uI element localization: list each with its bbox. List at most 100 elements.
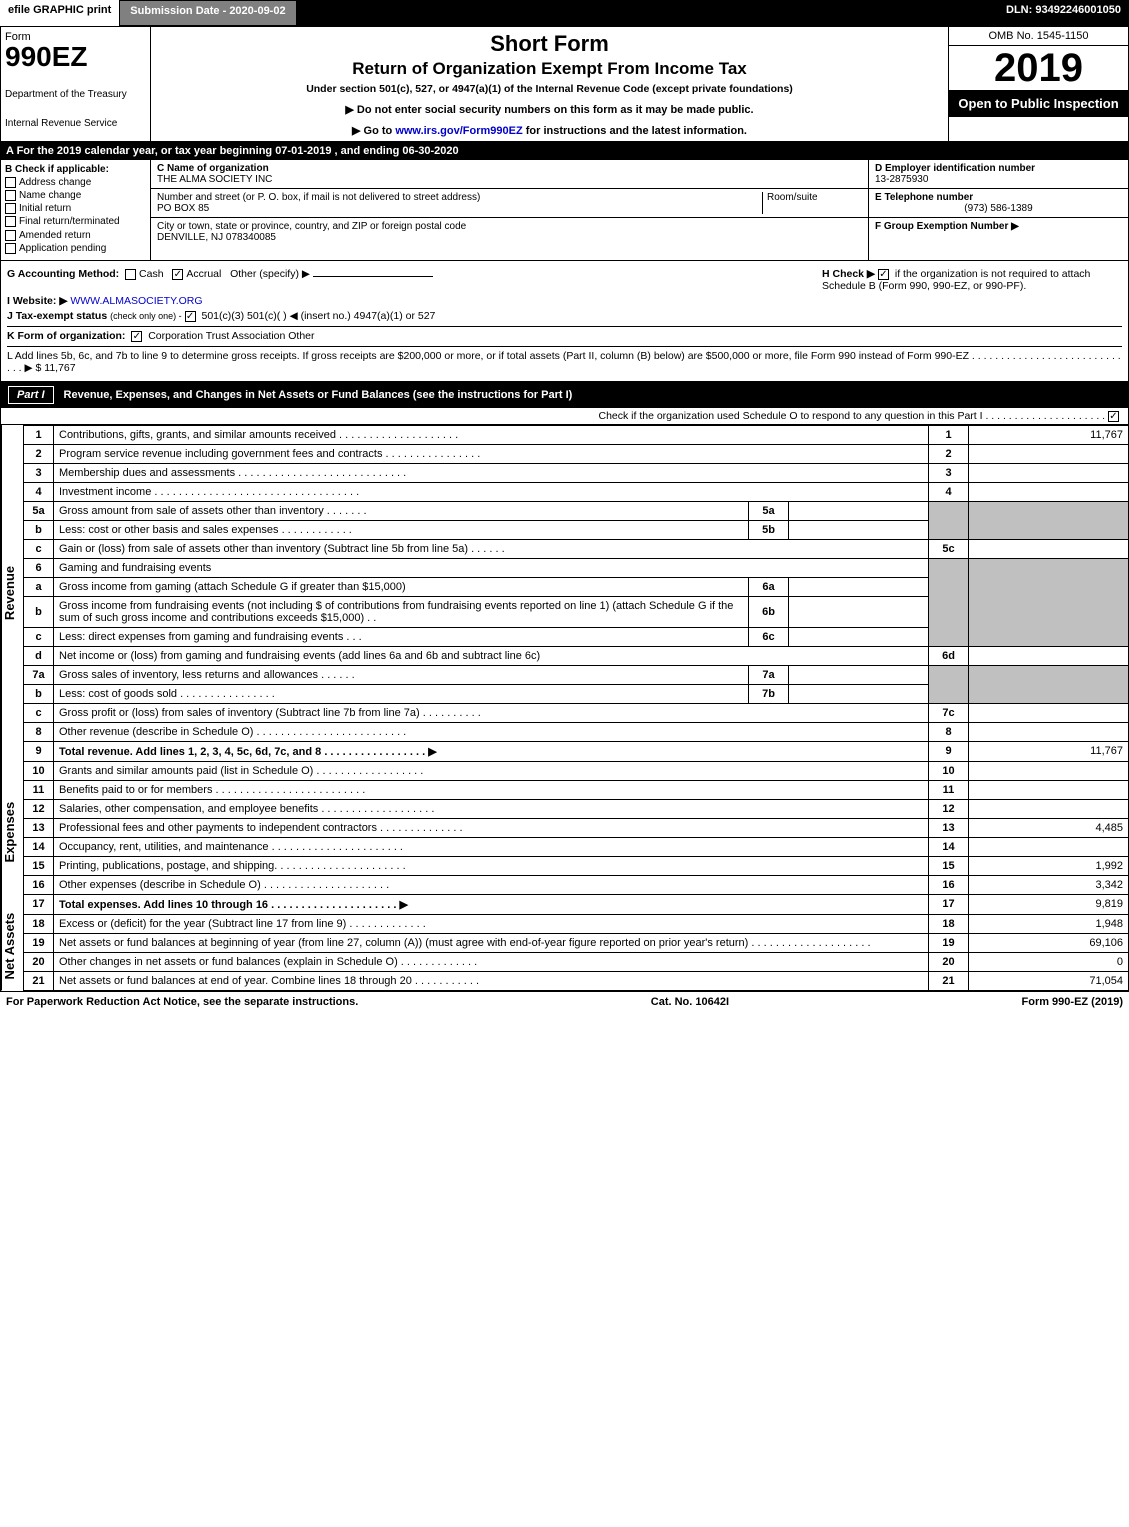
lines-table: 1Contributions, gifts, grants, and simil… [23, 425, 1129, 991]
table-row: 19Net assets or fund balances at beginni… [24, 933, 1129, 952]
part1-title: Revenue, Expenses, and Changes in Net As… [64, 389, 573, 401]
box-b: B Check if applicable: Address change Na… [1, 160, 151, 260]
table-row: cGain or (loss) from sale of assets othe… [24, 539, 1129, 558]
table-row: 7aGross sales of inventory, less returns… [24, 665, 1129, 684]
table-row: dNet income or (loss) from gaming and fu… [24, 646, 1129, 665]
tax-year: 2019 [949, 46, 1128, 90]
box-i: I Website: ▶ WWW.ALMASOCIETY.ORG [7, 295, 1122, 307]
goto-pre: ▶ Go to [352, 125, 395, 137]
box-g: G Accounting Method: Cash Accrual Other … [7, 268, 433, 292]
header-right: OMB No. 1545-1150 2019 Open to Public In… [948, 27, 1128, 141]
chk-final-return[interactable]: Final return/terminated [5, 216, 146, 227]
box-l: L Add lines 5b, 6c, and 7b to line 9 to … [7, 350, 1122, 374]
table-row: 13Professional fees and other payments t… [24, 818, 1129, 837]
box-b-title: B Check if applicable: [5, 164, 146, 175]
form-subtitle: Return of Organization Exempt From Incom… [159, 59, 940, 79]
box-d: D Employer identification number 13-2875… [869, 160, 1128, 189]
table-row: 6Gaming and fundraising events [24, 558, 1129, 577]
page-footer: For Paperwork Reduction Act Notice, see … [0, 991, 1129, 1012]
part1-header: Part I Revenue, Expenses, and Changes in… [0, 382, 1129, 408]
box-k: K Form of organization: Corporation Trus… [7, 330, 1122, 347]
footer-left: For Paperwork Reduction Act Notice, see … [6, 996, 358, 1008]
table-row: 17Total expenses. Add lines 10 through 1… [24, 894, 1129, 914]
box-f: F Group Exemption Number ▶ [869, 218, 1128, 235]
chk-corporation[interactable] [131, 331, 142, 342]
revenue-label: Revenue [1, 425, 23, 761]
footer-right: Form 990-EZ (2019) [1022, 996, 1123, 1008]
expenses-label: Expenses [1, 761, 23, 903]
goto-post: for instructions and the latest informat… [523, 125, 747, 137]
footer-mid: Cat. No. 10642I [651, 996, 729, 1008]
website-link[interactable]: WWW.ALMASOCIETY.ORG [70, 295, 202, 307]
header-left: Form 990EZ Department of the Treasury In… [1, 27, 151, 141]
table-row: 10Grants and similar amounts paid (list … [24, 761, 1129, 780]
table-row: 14Occupancy, rent, utilities, and mainte… [24, 837, 1129, 856]
dln: DLN: 93492246001050 [998, 0, 1129, 26]
ein: 13-2875930 [875, 174, 1122, 185]
meta-block: G Accounting Method: Cash Accrual Other … [0, 261, 1129, 382]
chk-name-change[interactable]: Name change [5, 190, 146, 201]
open-to-public: Open to Public Inspection [949, 90, 1128, 117]
chk-501c3[interactable] [185, 311, 196, 322]
chk-application-pending[interactable]: Application pending [5, 243, 146, 254]
chk-schedule-b[interactable] [878, 269, 889, 280]
efile-print-button[interactable]: efile GRAPHIC print [0, 0, 119, 26]
chk-initial-return[interactable]: Initial return [5, 203, 146, 214]
goto-note: ▶ Go to www.irs.gov/Form990EZ for instru… [159, 124, 940, 137]
chk-schedule-o-part1[interactable] [1108, 411, 1119, 422]
chk-accrual[interactable] [172, 269, 183, 280]
netassets-label: Net Assets [1, 902, 23, 990]
form-number: 990EZ [5, 43, 146, 71]
table-row: 9Total revenue. Add lines 1, 2, 3, 4, 5c… [24, 741, 1129, 761]
part1-check-row: Check if the organization used Schedule … [0, 408, 1129, 425]
org-name: THE ALMA SOCIETY INC [157, 174, 862, 185]
table-row: 16Other expenses (describe in Schedule O… [24, 875, 1129, 894]
phone-label: E Telephone number [875, 192, 1122, 203]
chk-address-change[interactable]: Address change [5, 177, 146, 188]
room-label: Room/suite [767, 192, 862, 203]
dept-treasury: Department of the Treasury [5, 89, 146, 100]
info-block: B Check if applicable: Address change Na… [0, 160, 1129, 261]
top-bar: efile GRAPHIC print Submission Date - 20… [0, 0, 1129, 26]
chk-amended-return[interactable]: Amended return [5, 230, 146, 241]
info-right: D Employer identification number 13-2875… [868, 160, 1128, 260]
spacer [297, 0, 998, 26]
ein-label: D Employer identification number [875, 163, 1122, 174]
form-title: Short Form [159, 31, 940, 57]
part1-body: Revenue Expenses Net Assets 1Contributio… [0, 425, 1129, 991]
street-label: Number and street (or P. O. box, if mail… [157, 192, 762, 203]
table-row: 4Investment income . . . . . . . . . . .… [24, 482, 1129, 501]
table-row: 18Excess or (deficit) for the year (Subt… [24, 914, 1129, 933]
box-h: H Check ▶ if the organization is not req… [822, 268, 1122, 292]
under-section: Under section 501(c), 527, or 4947(a)(1)… [159, 83, 940, 95]
header-center: Short Form Return of Organization Exempt… [151, 27, 948, 141]
table-row: 2Program service revenue including gover… [24, 444, 1129, 463]
box-j: J Tax-exempt status (check only one) - 5… [7, 310, 1122, 327]
box-e: E Telephone number (973) 586-1389 [869, 189, 1128, 218]
table-row: 20Other changes in net assets or fund ba… [24, 952, 1129, 971]
table-row: 1Contributions, gifts, grants, and simil… [24, 425, 1129, 444]
table-row: 11Benefits paid to or for members . . . … [24, 780, 1129, 799]
group-exemption-label: F Group Exemption Number ▶ [875, 221, 1019, 232]
table-row: 3Membership dues and assessments . . . .… [24, 463, 1129, 482]
city-label: City or town, state or province, country… [157, 221, 862, 232]
table-row: 21Net assets or fund balances at end of … [24, 971, 1129, 990]
tax-year-row: A For the 2019 calendar year, or tax yea… [0, 142, 1129, 160]
chk-cash[interactable] [125, 269, 136, 280]
table-row: cGross profit or (loss) from sales of in… [24, 703, 1129, 722]
omb-number: OMB No. 1545-1150 [949, 27, 1128, 46]
phone: (973) 586-1389 [875, 203, 1122, 214]
form-header: Form 990EZ Department of the Treasury In… [0, 26, 1129, 142]
box-c: C Name of organization THE ALMA SOCIETY … [151, 160, 868, 260]
ssn-note: ▶ Do not enter social security numbers o… [159, 103, 940, 116]
table-row: 12Salaries, other compensation, and empl… [24, 799, 1129, 818]
table-row: 8Other revenue (describe in Schedule O) … [24, 722, 1129, 741]
irs-link[interactable]: www.irs.gov/Form990EZ [395, 125, 522, 137]
dept-irs: Internal Revenue Service [5, 118, 146, 129]
street: PO BOX 85 [157, 203, 762, 214]
name-label: C Name of organization [157, 163, 862, 174]
submission-date: Submission Date - 2020-09-02 [119, 0, 296, 26]
table-row: 5aGross amount from sale of assets other… [24, 501, 1129, 520]
table-row: 15Printing, publications, postage, and s… [24, 856, 1129, 875]
part1-label: Part I [8, 386, 54, 404]
